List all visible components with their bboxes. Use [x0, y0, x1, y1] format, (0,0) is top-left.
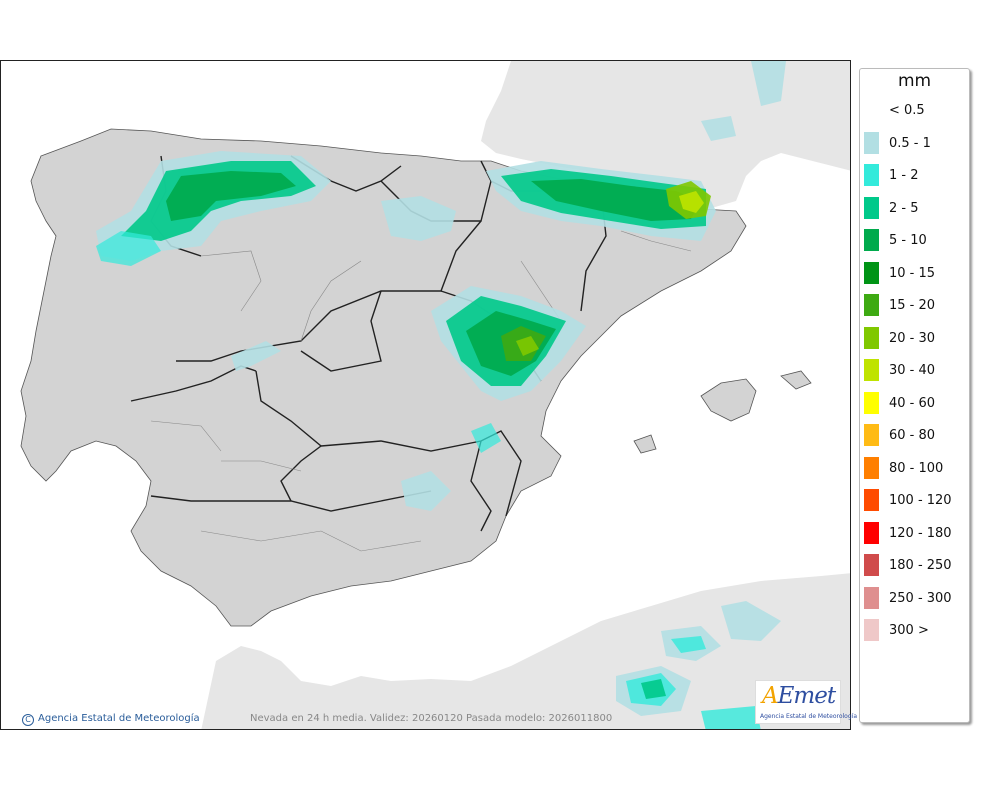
- province-borders: [150, 230, 692, 552]
- copyright-icon: C: [22, 714, 34, 726]
- legend-item: 300 >: [864, 619, 968, 641]
- menorca-land: [780, 370, 812, 390]
- corsica-land: [821, 91, 850, 170]
- ibiza-land: [633, 434, 657, 454]
- legend-item: 30 - 40: [864, 359, 968, 381]
- legend-item: 0.5 - 1: [864, 131, 968, 154]
- legend-label: 1 - 2: [889, 168, 919, 183]
- france-land: [301, 61, 850, 211]
- legend-label: 180 - 250: [889, 558, 952, 573]
- legend-item: 40 - 60: [864, 391, 968, 414]
- legend-item: 10 - 15: [864, 261, 968, 284]
- aemet-logo-a: A: [762, 683, 779, 709]
- legend-label: 5 - 10: [889, 233, 927, 248]
- legend-label: 30 - 40: [889, 363, 936, 378]
- legend-swatch: [864, 164, 879, 186]
- map-caption: Nevada en 24 h media. Validez: 20260120 …: [250, 713, 613, 724]
- legend-item: 120 - 180: [864, 521, 968, 544]
- legend-item: 2 - 5: [864, 196, 968, 219]
- legend-swatch: [864, 619, 879, 641]
- legend-item: 80 - 100: [864, 456, 968, 479]
- snowfall-overlay: [96, 61, 786, 729]
- aemet-logo: AEmet Agencia Estatal de Meteorología: [755, 680, 857, 724]
- legend-label: 80 - 100: [889, 460, 944, 476]
- legend-swatch: [864, 391, 879, 414]
- snowfall-map[interactable]: [0, 60, 851, 730]
- legend-label: 120 - 180: [889, 525, 952, 541]
- legend-label: < 0.5: [889, 103, 925, 118]
- legend-swatch: [864, 229, 879, 251]
- legend-swatch: [864, 359, 879, 381]
- aemet-logo-subtitle: Agencia Estatal de Meteorología: [760, 713, 857, 720]
- legend-swatch: [864, 261, 879, 284]
- legend-item: 250 - 300: [864, 586, 968, 609]
- legend-unit: mm: [897, 71, 932, 91]
- agency-credit: C Agencia Estatal de Meteorología: [22, 713, 200, 726]
- legend-swatch: [864, 294, 879, 316]
- legend-label: 250 - 300: [889, 590, 952, 606]
- legend-item: 20 - 30: [864, 326, 968, 349]
- legend-item: 5 - 10: [864, 229, 968, 251]
- legend-label: 2 - 5: [889, 200, 919, 216]
- legend-swatch: [864, 586, 879, 609]
- legend-label: 100 - 120: [889, 493, 952, 508]
- aemet-logo-brand: AEmet: [762, 683, 836, 709]
- legend-label: 40 - 60: [889, 395, 936, 411]
- legend-swatch: [864, 196, 879, 219]
- mallorca-land: [700, 378, 757, 422]
- legend-item: 180 - 250: [864, 554, 968, 576]
- legend-label: 300 >: [889, 623, 929, 638]
- legend-panel: mm < 0.5 0.5 - 1 1 - 2 2 - 5 5 - 10 10 - 15 15…: [859, 68, 970, 723]
- legend-swatch: [864, 521, 879, 544]
- legend-swatch: [864, 424, 879, 446]
- legend-item: 1 - 2: [864, 164, 968, 186]
- legend-item: < 0.5: [864, 99, 968, 121]
- legend-swatch: [864, 554, 879, 576]
- legend-swatch: [864, 456, 879, 479]
- agency-credit-text: Agencia Estatal de Meteorología: [38, 713, 200, 724]
- legend-item: 100 - 120: [864, 489, 968, 511]
- legend-label: 15 - 20: [889, 298, 936, 313]
- legend-label: 0.5 - 1: [889, 135, 931, 151]
- aemet-logo-rest: Emet: [777, 683, 836, 709]
- legend-swatch: [864, 326, 879, 349]
- legend-swatch: [864, 489, 879, 511]
- legend-label: 20 - 30: [889, 330, 936, 346]
- legend-swatch: [864, 99, 879, 121]
- legend-item: 15 - 20: [864, 294, 968, 316]
- legend-label: 60 - 80: [889, 428, 936, 443]
- map-svg: [20, 61, 850, 729]
- legend-swatch: [864, 131, 879, 154]
- legend-item: 60 - 80: [864, 424, 968, 446]
- legend-label: 10 - 15: [889, 265, 936, 281]
